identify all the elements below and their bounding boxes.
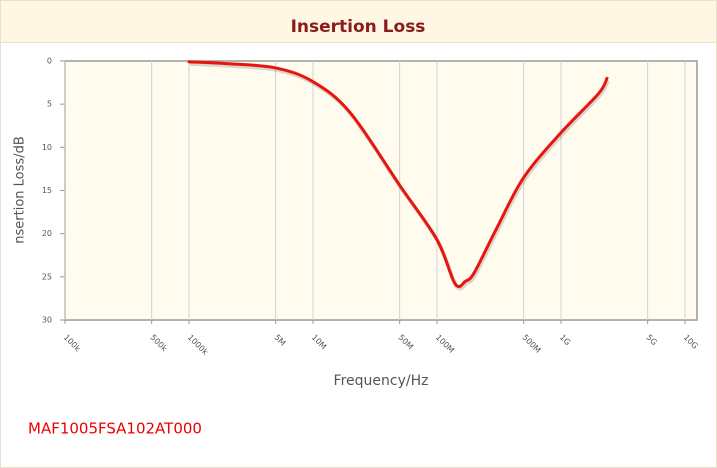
y-tick-label: 5 xyxy=(47,100,52,109)
chart-title: Insertion Loss xyxy=(291,17,426,37)
y-tick-label: 0 xyxy=(47,57,52,66)
y-tick-label: 15 xyxy=(42,186,52,195)
line xyxy=(187,60,609,289)
y-axis-label: nsertion Loss/dB xyxy=(13,136,28,243)
y-tick-label: 20 xyxy=(42,229,52,238)
y-tick-label: 10 xyxy=(42,143,52,152)
y-tick-label: 30 xyxy=(42,316,52,325)
plot-area xyxy=(64,60,698,321)
y-tick-label: 25 xyxy=(42,272,52,281)
x-axis-label: Frequency/Hz xyxy=(334,373,429,389)
header xyxy=(0,0,717,43)
part-number: MAF1005FSA102AT000 xyxy=(28,420,202,438)
